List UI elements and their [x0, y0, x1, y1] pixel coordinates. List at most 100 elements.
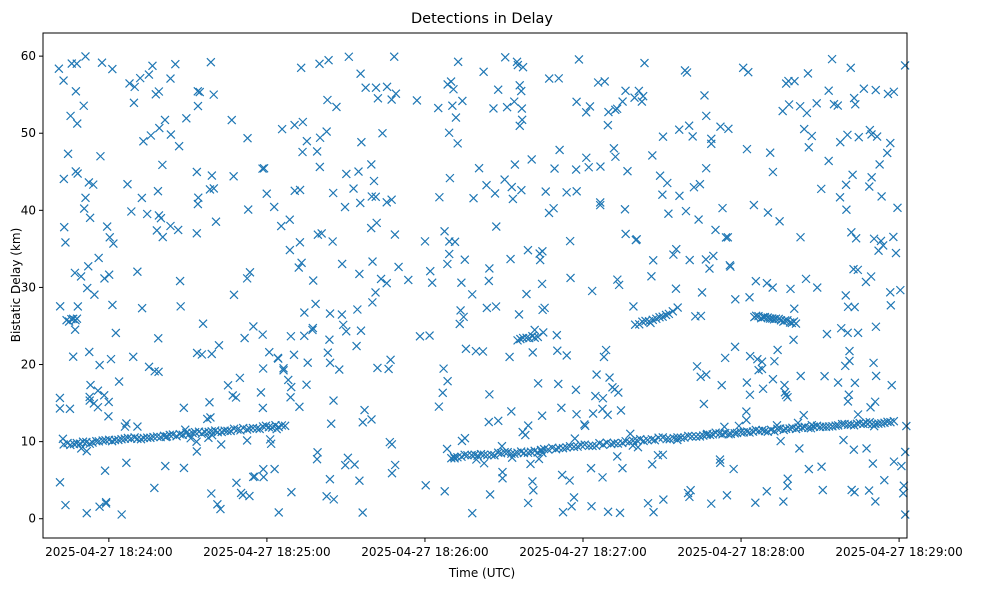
data-point [500, 52, 510, 62]
data-point [179, 403, 189, 413]
data-point [768, 374, 778, 384]
data-point [705, 264, 714, 273]
data-point [258, 464, 268, 474]
data-point [796, 232, 805, 242]
data-point [701, 111, 711, 121]
data-point [801, 274, 811, 284]
data-point [352, 341, 361, 351]
data-point [55, 477, 65, 487]
data-point [729, 464, 739, 474]
data-point [553, 379, 563, 389]
data-point [386, 355, 395, 365]
data-point [658, 132, 668, 142]
data-point [82, 283, 92, 293]
data-point [308, 323, 318, 333]
data-point [324, 335, 334, 345]
data-point [489, 103, 498, 113]
y-tick-label: 60 [21, 49, 36, 63]
data-point [264, 422, 274, 432]
data-point [590, 391, 600, 401]
data-point [762, 486, 772, 496]
data-point [471, 455, 481, 464]
data-point [869, 234, 879, 244]
data-point [537, 246, 547, 256]
data-point [615, 508, 625, 518]
data-point [523, 448, 533, 458]
data-point [250, 472, 260, 481]
data-point [510, 449, 519, 459]
data-point [537, 448, 547, 458]
data-point [487, 450, 496, 460]
data-point [233, 425, 242, 435]
data-point [638, 91, 648, 101]
data-point [144, 70, 154, 80]
data-point [768, 283, 778, 292]
data-point [311, 299, 321, 309]
data-point [166, 221, 175, 231]
data-point [229, 171, 239, 181]
data-point [843, 130, 852, 140]
data-point [630, 93, 639, 103]
data-point [482, 303, 492, 313]
data-point [102, 222, 112, 231]
x-tick-label: 2025-04-27 18:28:00 [677, 545, 804, 559]
data-point [742, 144, 752, 154]
data-point [82, 508, 92, 518]
data-point [85, 213, 95, 223]
data-point [807, 131, 817, 141]
data-point [751, 276, 761, 286]
data-point [581, 107, 591, 117]
data-point [743, 67, 753, 77]
data-point [231, 393, 241, 402]
data-point [302, 380, 311, 390]
data-point [94, 253, 104, 263]
data-point [867, 172, 877, 182]
data-point [514, 310, 524, 319]
data-point [55, 393, 65, 403]
data-point [723, 124, 733, 134]
data-point [658, 495, 668, 504]
data-point [139, 433, 149, 443]
data-point [562, 187, 572, 197]
data-point [853, 410, 863, 419]
data-point [628, 301, 638, 311]
data-point [505, 352, 515, 362]
data-point [868, 459, 878, 469]
data-point [726, 262, 735, 272]
data-point [516, 185, 526, 195]
x-tick-label: 2025-04-27 18:25:00 [203, 545, 330, 559]
data-point [498, 467, 507, 477]
data-point [711, 225, 720, 235]
data-point [846, 227, 856, 237]
data-point [829, 99, 839, 109]
data-point [515, 121, 525, 131]
data-point [323, 95, 332, 105]
data-point [637, 317, 647, 327]
data-point [207, 430, 217, 440]
data-point [650, 435, 660, 445]
data-point [356, 326, 366, 336]
data-point [866, 402, 875, 412]
data-point [266, 439, 276, 449]
data-point [898, 488, 908, 498]
data-point [723, 232, 733, 242]
data-point [571, 385, 581, 395]
data-point [245, 267, 255, 277]
data-point [673, 303, 683, 313]
data-point [193, 101, 203, 111]
data-point [658, 450, 668, 460]
data-point [513, 335, 522, 345]
data-point [611, 152, 620, 162]
data-point [192, 167, 202, 177]
data-point [695, 432, 705, 441]
data-point [66, 111, 75, 121]
y-tick-label: 30 [21, 280, 36, 294]
data-point [482, 180, 491, 190]
data-point [70, 268, 80, 278]
data-point [324, 55, 333, 65]
data-point [322, 491, 332, 501]
data-point [144, 362, 154, 372]
data-point [128, 352, 138, 362]
data-point [730, 342, 740, 352]
data-point [887, 380, 897, 390]
